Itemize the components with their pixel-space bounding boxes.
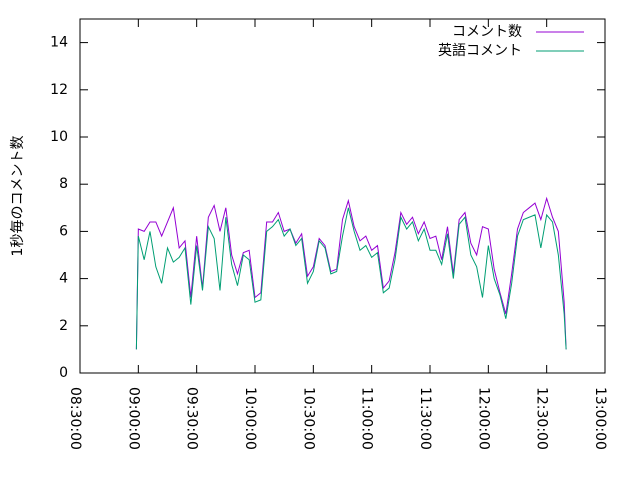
y-tick-label: 12 <box>50 82 68 98</box>
y-tick-label: 4 <box>59 271 68 287</box>
y-axis-label: 1秒毎のコメント数 <box>10 136 26 257</box>
x-tick-label: 08:30:00 <box>67 387 83 450</box>
x-tick-label: 10:30:00 <box>300 387 316 450</box>
x-tick-label: 10:00:00 <box>242 387 258 450</box>
y-tick-label: 14 <box>50 35 68 51</box>
legend-label: コメント数 <box>452 24 522 40</box>
y-tick-label: 8 <box>59 176 68 192</box>
x-tick-label: 13:00:00 <box>592 387 608 450</box>
y-tick-label: 2 <box>59 318 68 334</box>
plot-frame <box>79 18 606 374</box>
series-line <box>135 207 567 350</box>
series-line <box>135 196 567 350</box>
x-tick-label: 09:00:00 <box>125 387 141 450</box>
legend-label: 英語コメント <box>438 42 522 59</box>
y-tick-label: 0 <box>59 365 68 381</box>
x-tick-label: 12:00:00 <box>475 387 491 450</box>
x-tick-label: 12:30:00 <box>534 387 550 450</box>
y-tick-label: 10 <box>50 129 68 145</box>
x-tick-label: 11:30:00 <box>417 387 433 450</box>
x-tick-label: 09:30:00 <box>184 387 200 450</box>
x-tick-label: 11:00:00 <box>359 387 375 450</box>
y-tick-label: 6 <box>59 223 68 239</box>
